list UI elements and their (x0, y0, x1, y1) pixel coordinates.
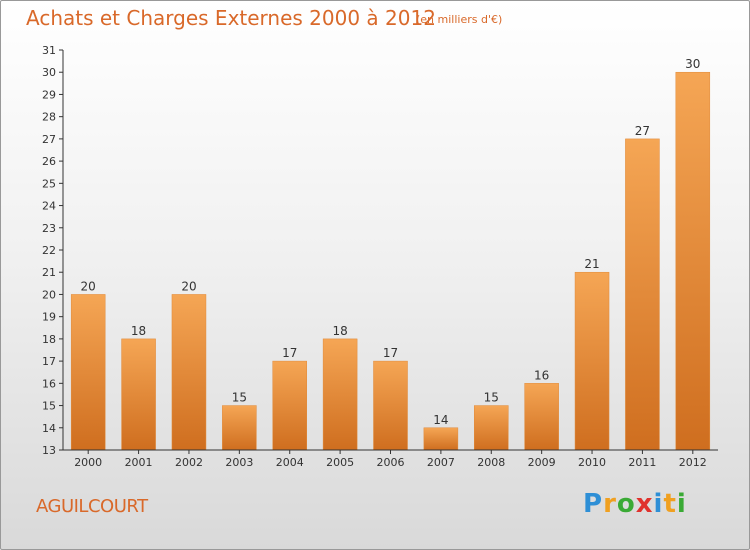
x-tick-label: 2010 (578, 456, 606, 469)
commune-name: AGUILCOURT (36, 496, 148, 517)
bar-value-label: 18 (332, 324, 347, 338)
y-tick-label: 28 (42, 111, 56, 124)
bar-2005 (322, 338, 358, 451)
y-tick-label: 17 (42, 355, 56, 368)
y-tick-label: 19 (42, 311, 56, 324)
y-tick-label: 30 (42, 66, 56, 79)
x-tick-label: 2000 (74, 456, 102, 469)
y-tick-label: 26 (42, 155, 56, 168)
bar-value-label: 20 (81, 279, 96, 293)
bar-2003 (222, 405, 257, 451)
chart-unit: (en milliers d'€) (416, 13, 503, 26)
y-tick-label: 23 (42, 222, 56, 235)
bar-value-label: 20 (181, 279, 196, 293)
logo-letter: i (676, 489, 687, 519)
x-axis: 2000 2001 2002 2003 2004 2005 2006 2007 2008 2009… (63, 449, 718, 469)
bar-2006 (373, 360, 408, 451)
y-tick-label: 27 (42, 133, 56, 146)
bar-value-label: 15 (484, 391, 499, 405)
x-tick-label: 2008 (477, 456, 505, 469)
bar-value-label: 30 (685, 57, 700, 71)
x-tick-label: 2001 (125, 456, 153, 469)
logo-letter: t (663, 489, 677, 519)
bar-value-label: 18 (131, 324, 146, 338)
bar-2004 (272, 360, 307, 451)
y-tick-label: 16 (42, 377, 56, 390)
bar-2012 (675, 71, 711, 451)
x-tick-label: 2004 (276, 456, 304, 469)
logo-letter: P (583, 489, 604, 519)
x-tick-label: 2003 (225, 456, 253, 469)
bar-2010 (574, 271, 610, 451)
x-tick-label: 2002 (175, 456, 203, 469)
logo-letter: o (616, 489, 636, 519)
proxiti-logo: Proxiti (583, 489, 687, 519)
bar-2001 (121, 338, 156, 451)
y-tick-label: 13 (42, 444, 56, 457)
bar-2002 (171, 294, 207, 451)
bar-value-label: 14 (433, 413, 448, 427)
bar-value-label: 17 (383, 346, 398, 360)
bars: 20 18 20 15 17 18 17 14 15 16 21 27 30 (70, 57, 711, 451)
y-tick-label: 31 (42, 44, 56, 57)
x-tick-label: 2007 (427, 456, 455, 469)
bar-2009 (524, 383, 559, 451)
x-tick-label: 2012 (679, 456, 707, 469)
bar-value-label: 17 (282, 346, 297, 360)
logo-letter: x (635, 489, 654, 519)
x-tick-label: 2009 (528, 456, 556, 469)
y-axis: 13 14 15 16 17 18 19 20 21 22 23 24 25 26 27 28 29 30 31 (42, 44, 64, 457)
x-tick-label: 2006 (377, 456, 405, 469)
chart-title: Achats et Charges Externes 2000 à 2012 (26, 6, 436, 30)
y-tick-label: 25 (42, 177, 56, 190)
bar-2008 (474, 405, 509, 451)
bar-value-label: 15 (232, 391, 247, 405)
bar-2000 (70, 294, 106, 451)
bar-value-label: 27 (635, 124, 650, 138)
bar-2007 (423, 427, 459, 451)
y-tick-label: 21 (42, 266, 56, 279)
y-tick-label: 22 (42, 244, 56, 257)
y-tick-label: 24 (42, 200, 56, 213)
x-tick-label: 2005 (326, 456, 354, 469)
bar-value-label: 21 (584, 257, 599, 271)
y-tick-label: 15 (42, 400, 56, 413)
bar-2011 (625, 138, 660, 451)
bar-value-label: 16 (534, 368, 549, 382)
x-tick-label: 2011 (628, 456, 656, 469)
logo-letter: i (653, 489, 664, 519)
y-tick-label: 29 (42, 88, 56, 101)
y-tick-label: 18 (42, 333, 56, 346)
y-tick-label: 20 (42, 288, 56, 301)
y-tick-label: 14 (42, 422, 56, 435)
logo-letter: r (603, 489, 617, 519)
